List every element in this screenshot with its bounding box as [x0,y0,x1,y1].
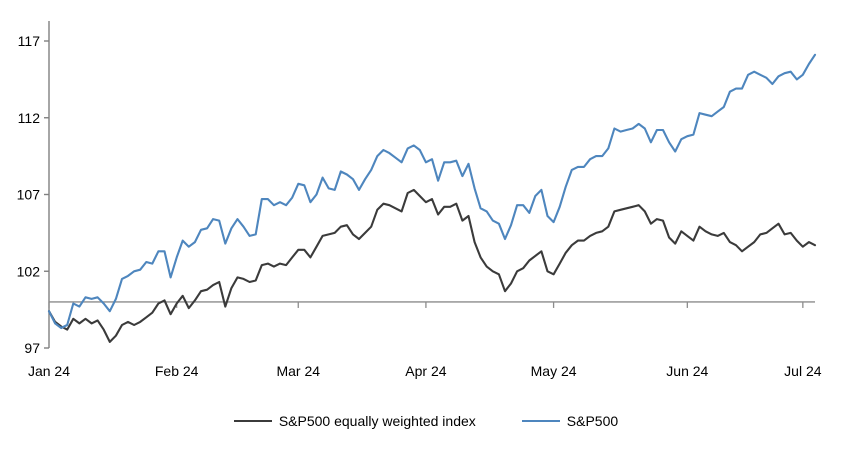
x-tick-label: Apr 24 [405,363,446,379]
y-tick-label: 97 [24,340,40,356]
y-tick-label: 107 [17,187,41,203]
y-tick-label: 102 [17,263,41,279]
x-tick-label: Mar 24 [276,363,320,379]
legend-line-swatch-dark [233,420,272,422]
x-tick-label: Jan 24 [28,363,70,379]
series-line-0 [47,188,817,343]
x-tick-label: Jul 24 [784,363,822,379]
y-tick-label: 117 [18,33,41,49]
legend-item-sp500: S&P500 [521,413,619,429]
legend-label-sp500: S&P500 [566,413,619,429]
y-tick-label: 112 [18,110,41,126]
x-tick-label: Jun 24 [666,363,708,379]
legend: S&P500 equally weighted index S&P500 [0,413,852,429]
legend-line-swatch-blue [521,420,560,422]
series-line-1 [47,53,817,330]
legend-item-equal-weight: S&P500 equally weighted index [233,413,476,429]
x-tick-label: Feb 24 [155,363,199,379]
legend-label-equal-weight: S&P500 equally weighted index [278,413,476,429]
x-tick-label: May 24 [531,363,577,379]
